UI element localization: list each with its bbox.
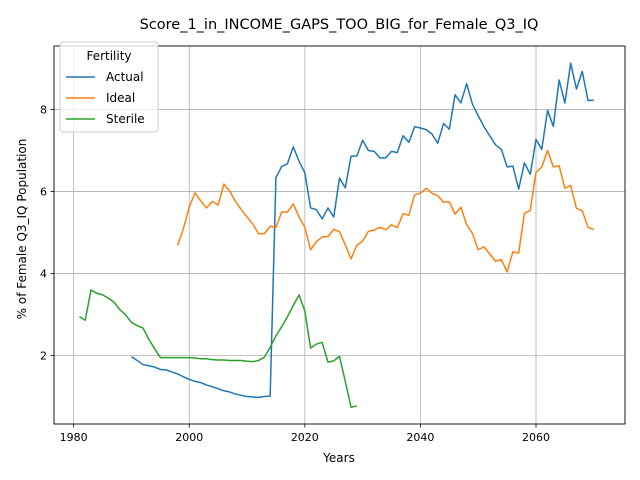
axis-ticks: 1980 2000 2020 2040 2060 2 4 6 8	[40, 104, 550, 444]
y-tick-label: 2	[40, 350, 47, 363]
x-tick-label: 1980	[60, 431, 88, 444]
series-lines	[79, 62, 595, 408]
series-line-sterile	[79, 289, 357, 408]
x-tick-label: 2020	[291, 431, 319, 444]
x-tick-label: 2000	[175, 431, 203, 444]
legend-box	[59, 41, 159, 133]
y-tick-label: 4	[40, 268, 47, 281]
chart-title: Score_1_in_INCOME_GAPS_TOO_BIG_for_Femal…	[140, 17, 539, 33]
x-tick-label: 2040	[406, 431, 434, 444]
legend-items: Actual Ideal Sterile	[66, 70, 145, 126]
y-tick-label: 8	[40, 104, 47, 117]
legend-label-sterile: Sterile	[106, 112, 145, 126]
legend: Fertility Actual Ideal Sterile	[59, 41, 159, 133]
y-tick-label: 6	[40, 186, 47, 199]
legend-label-ideal: Ideal	[106, 91, 135, 105]
x-tick-label: 2060	[522, 431, 550, 444]
series-line-ideal	[176, 149, 595, 273]
series-line-actual	[131, 62, 594, 399]
x-axis-label: Years	[322, 451, 355, 465]
plot-area-frame	[53, 45, 626, 425]
legend-title: Fertility	[86, 49, 131, 63]
y-axis-label: % of Female Q3_IQ Population	[15, 139, 29, 320]
legend-label-actual: Actual	[106, 70, 144, 84]
